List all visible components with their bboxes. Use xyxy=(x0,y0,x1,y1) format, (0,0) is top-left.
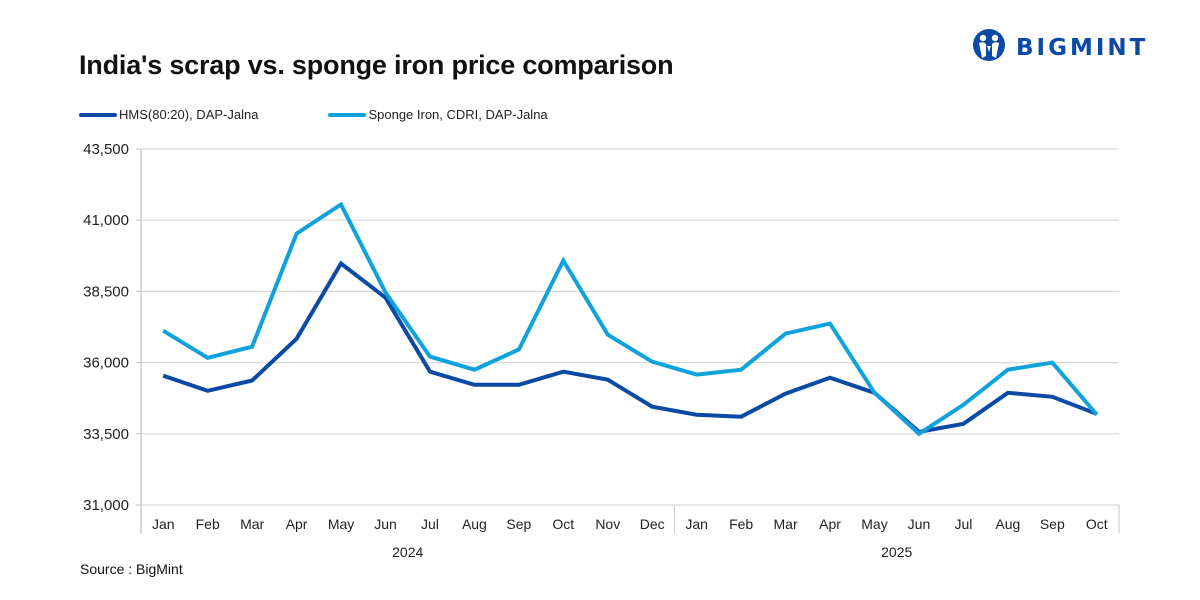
x-tick-label: May xyxy=(861,516,887,532)
x-tick-label: Dec xyxy=(640,516,665,532)
chart-legend: HMS(80:20), DAP-Jalna Sponge Iron, CDRI,… xyxy=(79,107,618,122)
x-tick-label: Feb xyxy=(729,516,753,532)
x-tick-label: Jun xyxy=(908,516,931,532)
y-tick-label: 36,000 xyxy=(83,355,129,372)
x-tick-label: Mar xyxy=(240,516,264,532)
x-tick-label: Jul xyxy=(954,516,972,532)
chart-title: India's scrap vs. sponge iron price comp… xyxy=(79,50,674,80)
x-tick-label: May xyxy=(328,516,354,532)
legend-swatch-hms xyxy=(79,112,117,117)
legend-label-sponge: Sponge Iron, CDRI, DAP-Jalna xyxy=(368,107,548,122)
year-label: 2024 xyxy=(392,544,423,560)
x-tick-label: Aug xyxy=(995,516,1020,532)
y-tick-label: 33,500 xyxy=(83,426,129,443)
x-tick-label: Jan xyxy=(685,516,708,532)
x-tick-label: Oct xyxy=(552,516,574,532)
logo-text: BIGMINT xyxy=(1016,34,1149,61)
series-line-hms xyxy=(162,260,1098,434)
x-tick-label: Oct xyxy=(1086,516,1108,532)
series-line-sponge-iron xyxy=(162,201,1099,437)
x-tick-label: Apr xyxy=(286,516,308,532)
source-note: Source : BigMint xyxy=(80,561,183,577)
y-tick-label: 43,500 xyxy=(83,141,129,158)
legend-item-sponge: Sponge Iron, CDRI, DAP-Jalna xyxy=(328,107,548,122)
x-tick-label: Sep xyxy=(1040,516,1065,532)
legend-swatch-sponge xyxy=(328,112,367,117)
legend-label-hms: HMS(80:20), DAP-Jalna xyxy=(119,107,259,122)
brand-logo: BIGMINT xyxy=(972,28,1148,67)
y-tick-label: 41,000 xyxy=(83,212,129,229)
x-tick-label: Jun xyxy=(374,516,397,532)
legend-item-hms: HMS(80:20), DAP-Jalna xyxy=(79,107,258,122)
x-tick-label: Jan xyxy=(152,516,175,532)
x-tick-label: Jul xyxy=(421,516,439,532)
y-tick-label: 31,000 xyxy=(83,497,129,514)
x-tick-label: Sep xyxy=(506,516,531,532)
year-label: 2025 xyxy=(881,544,912,560)
x-tick-label: Feb xyxy=(196,516,220,532)
bigmint-people-icon xyxy=(972,28,1006,67)
x-tick-label: Mar xyxy=(774,516,798,532)
y-tick-label: 38,500 xyxy=(83,283,129,300)
x-tick-label: Apr xyxy=(819,516,841,532)
x-tick-label: Aug xyxy=(462,516,487,532)
x-tick-label: Nov xyxy=(595,516,620,532)
